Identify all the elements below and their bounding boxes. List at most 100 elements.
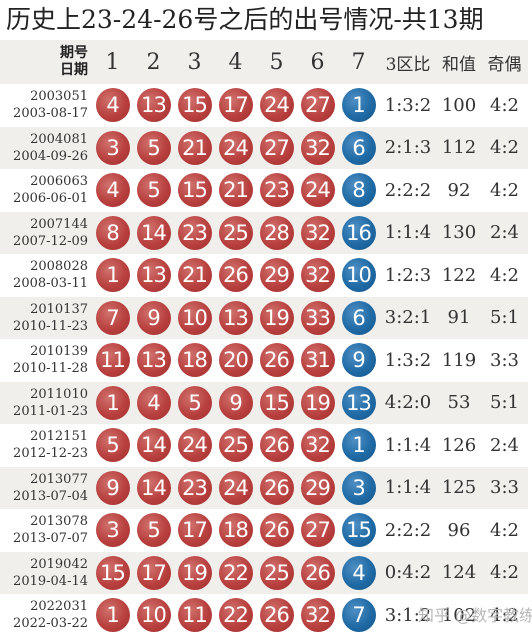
draw-date: 2022-03-22: [13, 616, 88, 632]
red-ball: 4: [95, 88, 130, 123]
odd-even-ratio: 4:2: [481, 169, 528, 212]
red-ball: 26: [259, 343, 294, 378]
red-ball-cell: 24: [215, 126, 256, 169]
table-row: 2013078 2013-07-07 3 5 17 18 26 27 15 2:2:2 96 4:2: [0, 509, 528, 552]
red-ball: 22: [218, 555, 253, 590]
blue-ball-cell: 1: [338, 424, 379, 467]
issue-number: 2010139: [30, 344, 88, 360]
draw-date: 2010-11-28: [13, 361, 88, 377]
blue-ball: 9: [341, 343, 376, 378]
red-ball: 5: [136, 513, 171, 548]
red-ball-cell: 26: [256, 339, 297, 382]
red-ball: 24: [300, 173, 335, 208]
draw-date: 2013-07-04: [13, 488, 88, 504]
red-ball-cell: 29: [256, 254, 297, 297]
issue-date-cell: 2011010 2011-01-23: [0, 381, 92, 424]
red-ball-cell: 15: [174, 84, 215, 127]
red-ball-cell: 26: [297, 551, 338, 594]
red-ball: 20: [218, 343, 253, 378]
red-ball-cell: 9: [133, 296, 174, 339]
red-ball-cell: 9: [92, 466, 133, 509]
red-ball: 1: [95, 385, 130, 420]
red-ball-cell: 21: [174, 126, 215, 169]
red-ball-cell: 32: [297, 594, 338, 637]
blue-ball-cell: 9: [338, 339, 379, 382]
odd-even-ratio: 3:3: [481, 339, 528, 382]
sum-value: 119: [437, 339, 481, 382]
red-ball: 9: [218, 385, 253, 420]
issue-number: 2003051: [30, 89, 88, 105]
zone-ratio: 1:1:4: [379, 466, 437, 509]
issue-date-cell: 2007144 2007-12-09: [0, 211, 92, 254]
red-ball-cell: 27: [297, 509, 338, 552]
results-table: 期号 日期 1 2 3 4 5 6 7 3区比 和值 奇偶 2003051 200…: [0, 40, 528, 637]
red-ball: 8: [95, 215, 130, 250]
red-ball: 25: [218, 215, 253, 250]
red-ball: 13: [136, 88, 171, 123]
red-ball: 32: [300, 598, 335, 633]
red-ball-cell: 13: [133, 339, 174, 382]
blue-ball-cell: 4: [338, 551, 379, 594]
red-ball-cell: 13: [133, 254, 174, 297]
red-ball: 24: [218, 130, 253, 165]
draw-date: 2011-01-23: [13, 403, 88, 419]
sum-value: 91: [437, 296, 481, 339]
red-ball: 13: [136, 343, 171, 378]
red-ball-cell: 10: [174, 296, 215, 339]
blue-ball: 1: [341, 428, 376, 463]
red-ball: 15: [177, 173, 212, 208]
red-ball-cell: 33: [297, 296, 338, 339]
draw-date: 2019-04-14: [13, 573, 88, 589]
red-ball: 9: [95, 470, 130, 505]
red-ball: 13: [136, 258, 171, 293]
position-header-1: 1: [92, 40, 133, 84]
zone-ratio: 2:2:2: [379, 509, 437, 552]
red-ball: 14: [136, 215, 171, 250]
sum-value: 130: [437, 211, 481, 254]
red-ball-cell: 1: [92, 594, 133, 637]
red-ball: 15: [177, 88, 212, 123]
red-ball-cell: 26: [256, 466, 297, 509]
red-ball-cell: 14: [133, 211, 174, 254]
red-ball-cell: 4: [92, 169, 133, 212]
sum-value: 122: [437, 254, 481, 297]
issue-number: 2007144: [30, 216, 88, 232]
red-ball-cell: 31: [297, 339, 338, 382]
issue-number: 2012151: [30, 429, 88, 445]
red-ball-cell: 19: [256, 296, 297, 339]
blue-ball: 13: [341, 385, 376, 420]
sum-value: 102: [437, 594, 481, 637]
table-header: 期号 日期 1 2 3 4 5 6 7 3区比 和值 奇偶: [0, 40, 528, 84]
red-ball-cell: 23: [174, 211, 215, 254]
red-ball: 19: [259, 300, 294, 335]
red-ball-cell: 23: [174, 466, 215, 509]
red-ball-cell: 25: [256, 551, 297, 594]
red-ball: 15: [95, 555, 130, 590]
red-ball: 21: [177, 130, 212, 165]
issue-number: 2013078: [30, 514, 88, 530]
table-row: 2003051 2003-08-17 4 13 15 17 24 27 1 1:3:2 100 4:2: [0, 84, 528, 127]
red-ball: 27: [300, 88, 335, 123]
red-ball: 17: [218, 88, 253, 123]
zone-ratio: 2:2:2: [379, 169, 437, 212]
red-ball: 19: [177, 555, 212, 590]
blue-ball: 10: [341, 258, 376, 293]
red-ball: 5: [136, 173, 171, 208]
sum-value: 100: [437, 84, 481, 127]
red-ball: 32: [300, 215, 335, 250]
red-ball-cell: 18: [174, 339, 215, 382]
odd-even-ratio: 4:2: [481, 509, 528, 552]
odd-even-ratio: 4:2: [481, 126, 528, 169]
blue-ball: 1: [341, 88, 376, 123]
red-ball-cell: 1: [92, 381, 133, 424]
blue-ball-cell: 13: [338, 381, 379, 424]
red-ball: 17: [136, 555, 171, 590]
sum-value: 112: [437, 126, 481, 169]
red-ball-cell: 15: [174, 169, 215, 212]
zone-ratio: 1:3:2: [379, 339, 437, 382]
red-ball-cell: 24: [256, 84, 297, 127]
draw-date: 2004-09-26: [13, 148, 88, 164]
red-ball-cell: 17: [215, 84, 256, 127]
odd-even-ratio: 3:3: [481, 466, 528, 509]
red-ball: 22: [218, 598, 253, 633]
